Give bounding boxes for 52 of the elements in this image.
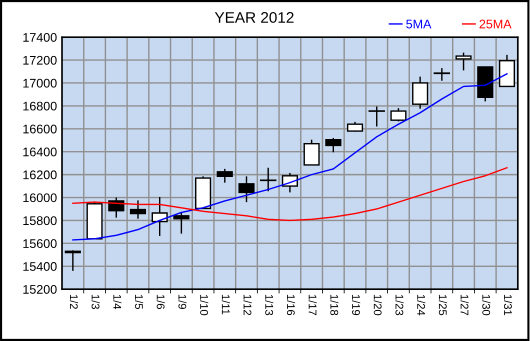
x-tick-label: 1/20: [374, 294, 382, 316]
candlestick: [390, 107, 407, 122]
candlestick: [64, 250, 81, 272]
x-tick-label: 1/5: [134, 294, 144, 310]
chart-title: YEAR 2012: [214, 12, 294, 23]
y-tick-label: 16000: [23, 193, 57, 202]
y-tick-label: 16200: [23, 170, 57, 180]
candlestick: [304, 138, 320, 166]
y-tick-label: 15800: [23, 216, 57, 226]
y-tick-label: 15400: [23, 262, 57, 271]
y-tick-label: 17000: [23, 78, 57, 88]
x-tick-label: 1/6: [156, 294, 165, 309]
candlestick: [130, 200, 146, 220]
x-tick-label: 1/27: [460, 294, 469, 316]
candlestick: [434, 67, 450, 82]
y-tick-label: 17200: [23, 56, 57, 65]
x-tick-label: 1/19: [352, 294, 360, 316]
candlestick: [412, 76, 428, 110]
legend-label: 5MA: [406, 20, 432, 28]
candlestick: [173, 212, 190, 234]
x-tick-label: 1/30: [482, 294, 490, 316]
y-tick-label: 15600: [23, 239, 57, 248]
candlestick: [368, 106, 385, 128]
x-tick-label: 1/18: [330, 294, 338, 316]
y-tick-label: 16400: [23, 148, 57, 156]
x-tick-label: 1/23: [395, 294, 404, 316]
candlestick: [216, 168, 233, 184]
candlestick: [152, 196, 168, 237]
x-tick-label: 1/24: [417, 294, 426, 316]
candlestick: [238, 176, 255, 203]
x-tick-label: 1/31: [504, 294, 512, 316]
candlestick: [260, 167, 276, 192]
x-tick-label: 1/25: [438, 294, 448, 316]
candlestick: [325, 137, 342, 153]
line-series: [72, 167, 508, 222]
y-tick-label: 17400: [23, 32, 57, 42]
legend-label: 25MA: [480, 20, 512, 28]
x-tick-label: 1/17: [308, 294, 317, 316]
y-tick-label: 16800: [23, 102, 57, 111]
candlestick: [346, 121, 364, 132]
y-tick-label: 16600: [23, 124, 57, 134]
x-tick-label: 1/11: [222, 294, 230, 314]
x-tick-label: 1/12: [244, 294, 252, 316]
x-tick-label: 1/9: [178, 294, 187, 309]
x-tick-label: 1/13: [265, 294, 274, 316]
x-tick-label: 1/16: [286, 294, 296, 316]
candlestick: [455, 52, 472, 72]
x-tick-label: 1/10: [200, 294, 208, 316]
x-tick-label: 1/3: [92, 294, 100, 309]
x-tick-label: 1/2: [70, 294, 78, 309]
x-tick-label: 1/4: [113, 294, 122, 310]
y-tick-label: 15200: [23, 284, 57, 294]
